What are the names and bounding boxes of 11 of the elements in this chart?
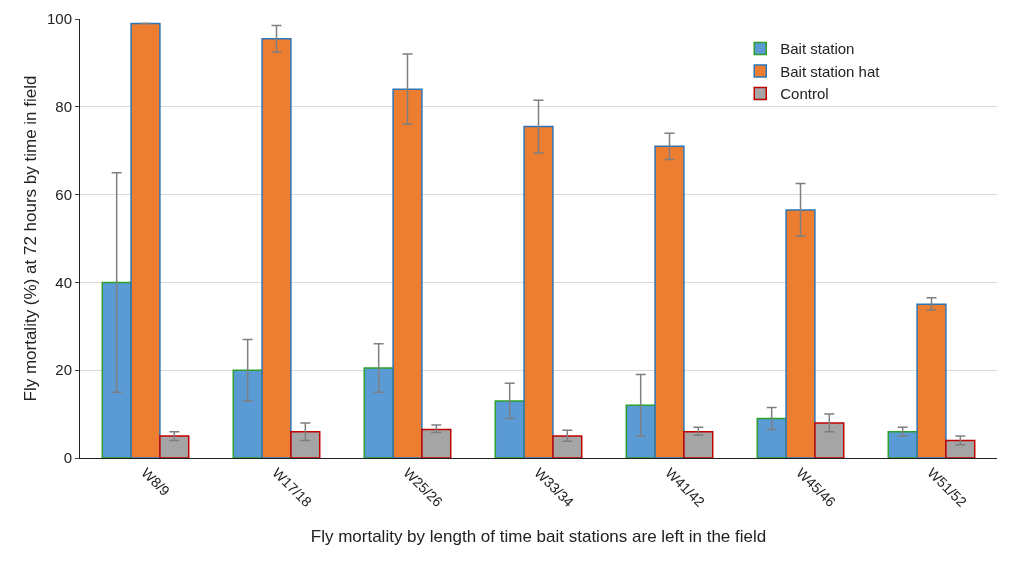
y-tick-label: 0: [63, 449, 72, 467]
y-tick-label: 100: [46, 10, 72, 28]
y-axis-title: Fly mortality (%) at 72 hours by time in field: [21, 75, 40, 402]
legend-label: Bait station: [780, 40, 855, 58]
y-tick-label: 80: [55, 98, 72, 116]
legend-label: Bait station hat: [780, 62, 881, 80]
y-tick-label: 60: [55, 185, 72, 203]
y-tick-label: 40: [55, 273, 72, 291]
y-tick-label: 20: [55, 361, 72, 379]
legend-label: Control: [780, 85, 829, 103]
x-axis-title: Fly mortality by length of time bait stations are left in the field: [310, 526, 767, 546]
